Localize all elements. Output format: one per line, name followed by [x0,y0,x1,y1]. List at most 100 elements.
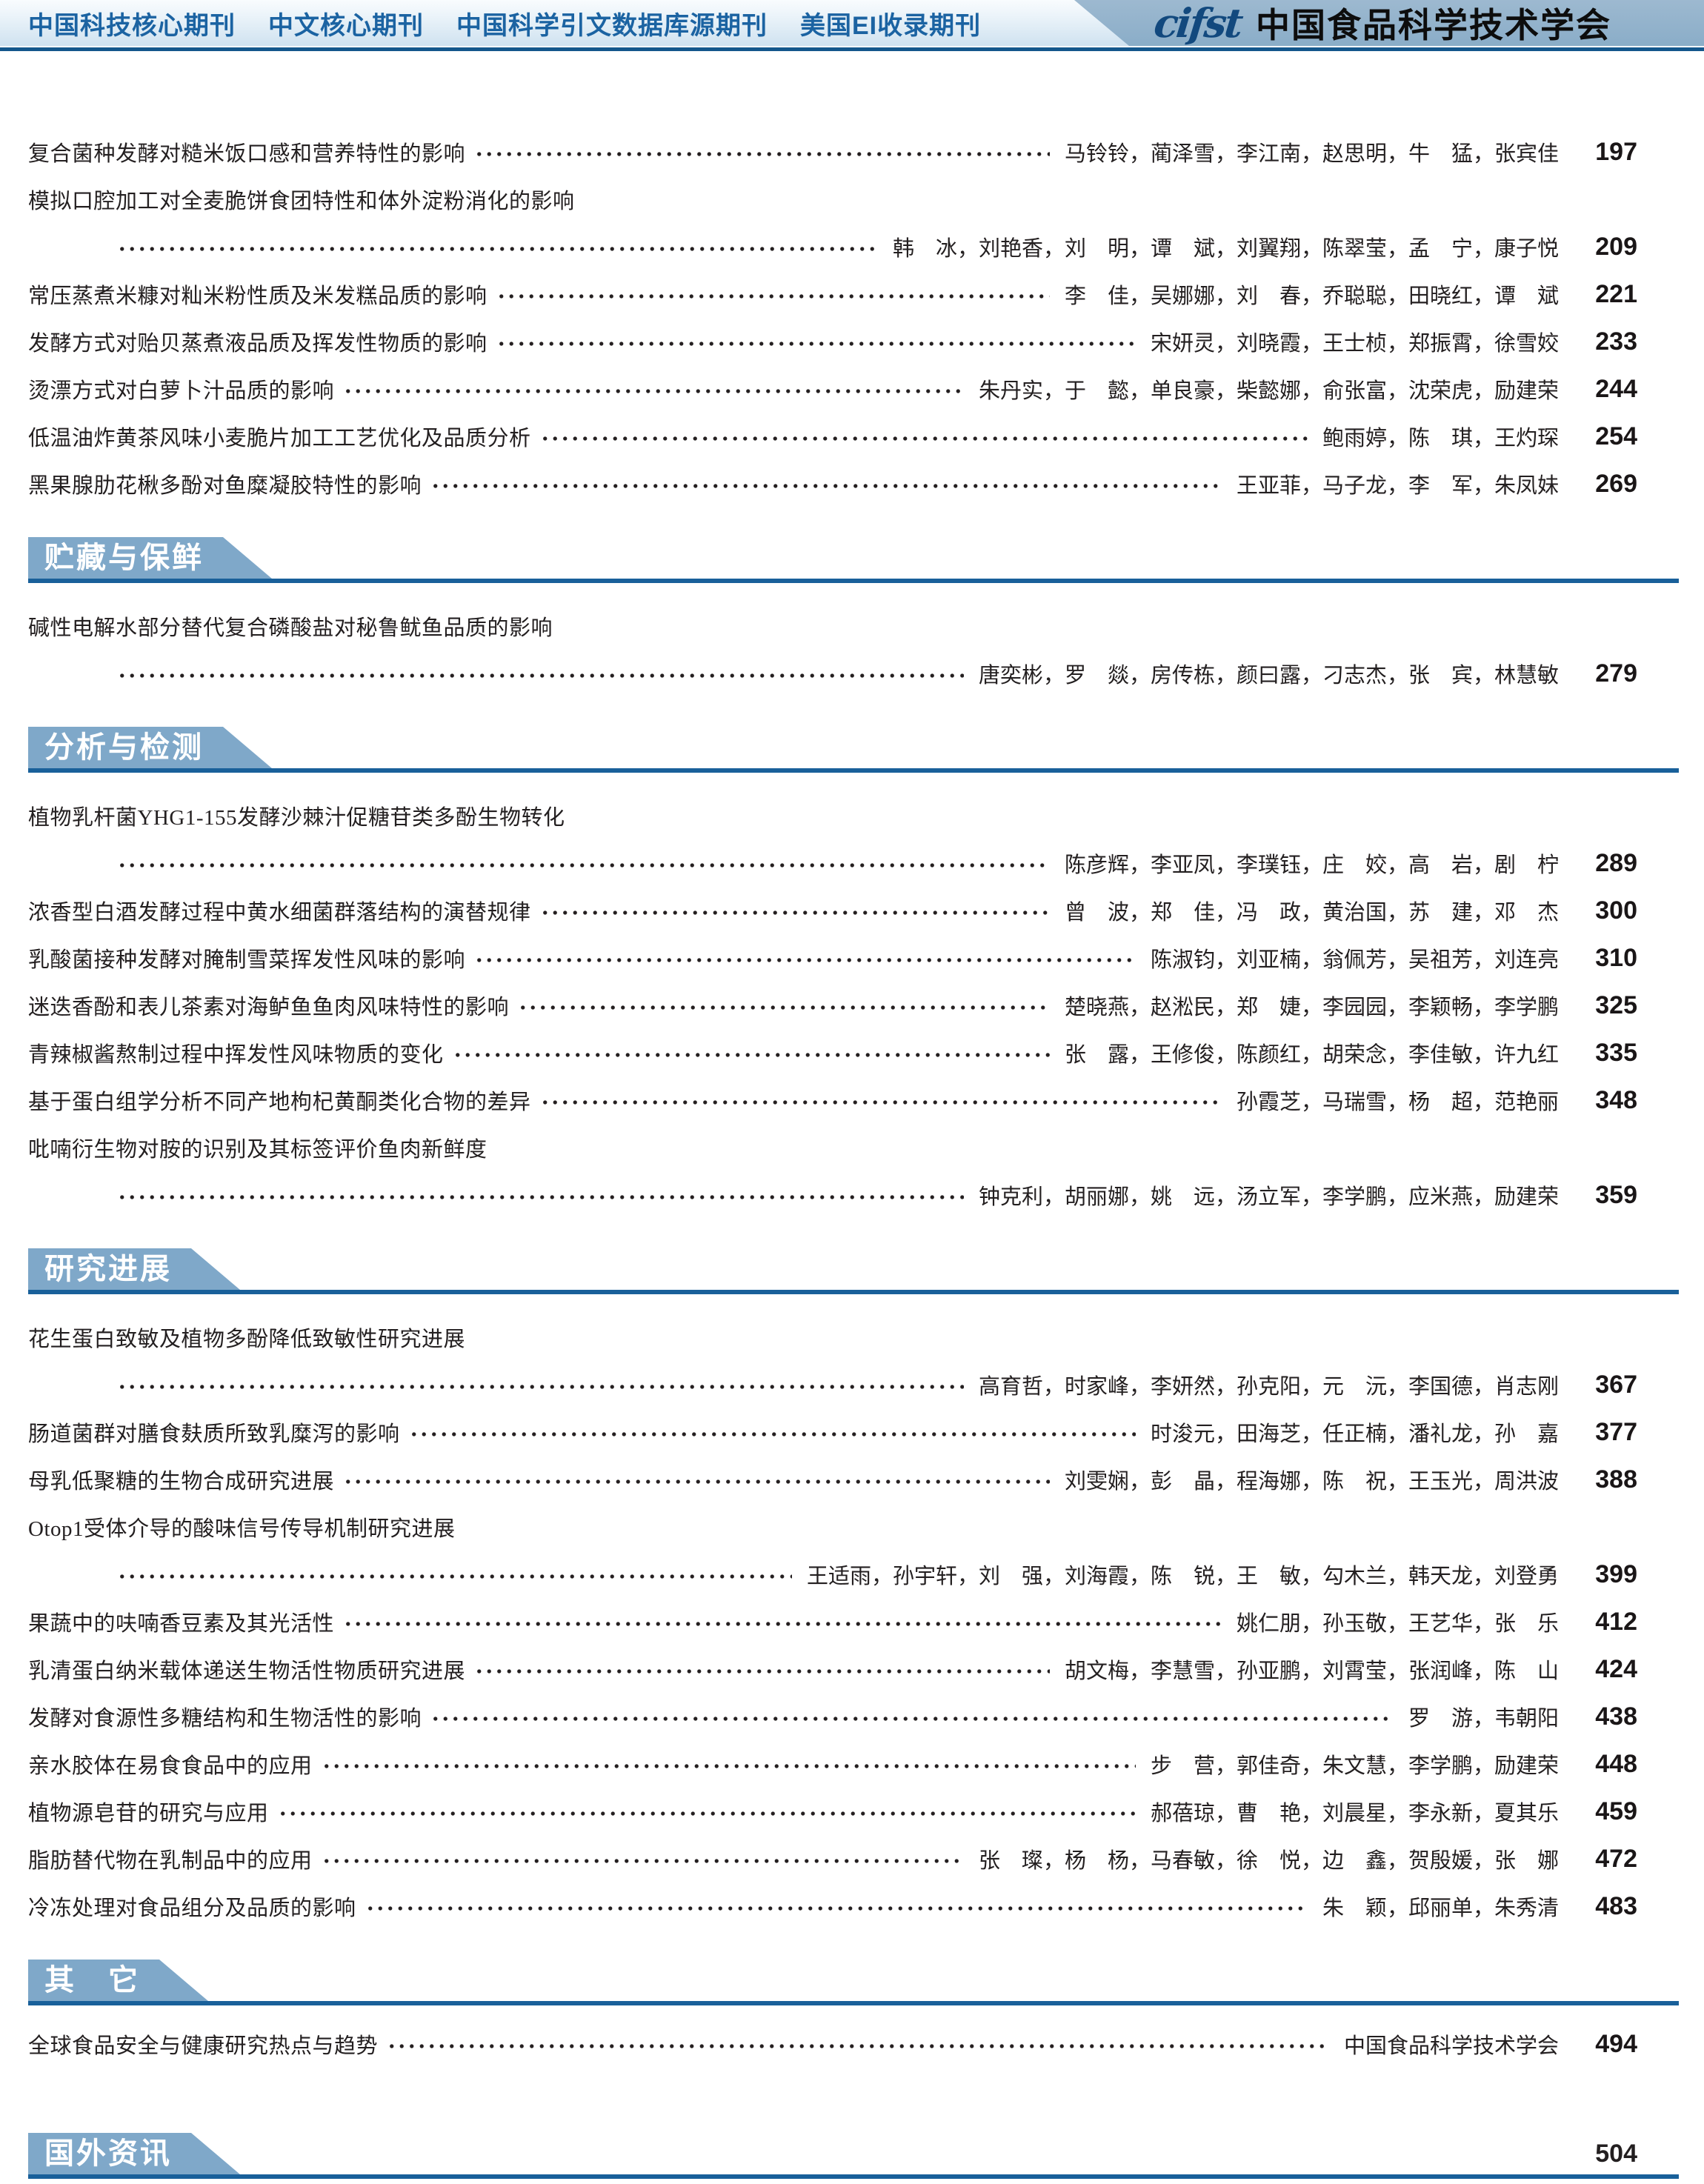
entry-title: 母乳低聚糖的生物合成研究进展 [28,1470,335,1494]
toc-entry: 黑果腺肋花楸多酚对鱼糜凝胶特性的影响 王亚菲，马子龙，李 军，朱凤妹 269 [28,460,1679,507]
toc-section: 贮藏与保鲜 碱性电解水部分替代复合磷酸盐对秘鲁鱿鱼品质的影响 唐奕彬，罗 燚，房… [28,537,1679,697]
entry-line: 肠道菌群对膳食麸质所致乳糜泻的影响 时浚元，田海芝，任正楠，潘礼龙，孙 嘉 37… [28,1408,1637,1456]
dot-leader [343,1478,1050,1485]
section-header-row: 贮藏与保鲜 [28,537,1679,579]
entry-line: 复合菌种发酵对糙米饭口感和营养特性的影响 马铃铃，蔺泽雪，李江南，赵思明，牛 猛… [28,128,1637,176]
entry-title: 乳酸菌接种发酵对腌制雪菜挥发性风味的影响 [28,948,466,972]
section-rule [28,768,1679,773]
dot-leader [539,909,1050,916]
entry-page: 424 [1595,1654,1637,1683]
toc-section: 其 它 全球食品安全与健康研究热点与趋势 中国食品科学技术学会 494 [28,1960,1679,2068]
section-entries: 复合菌种发酵对糙米饭口感和营养特性的影响 马铃铃，蔺泽雪，李江南，赵思明，牛 猛… [28,128,1679,507]
entry-title: 肠道菌群对膳食麸质所致乳糜泻的影响 [28,1422,400,1446]
entry-title-line: 植物乳杆菌YHG1-155发酵沙棘汁促糖苷类多酚生物转化 [28,792,1637,839]
entry-author-line: 钟克利，胡丽娜，姚 远，汤立军，李学鹏，应米燕，励建荣 359 [28,1171,1637,1219]
entry-author-line: 高育哲，时家峰，李妍然，孙克阳，元 沅，李国德，肖志刚 367 [28,1361,1637,1408]
entry-authors: 韩 冰，刘艳香，刘 明，谭 斌，刘翼翔，陈翠莹，孟 宁，康子悦 [892,237,1559,261]
entry-title: Otop1受体介导的酸味信号传导机制研究进展 [28,1517,456,1541]
entry-title-line: 花生蛋白致敏及植物多酚降低致敏性研究进展 [28,1314,1637,1361]
entry-authors: 张 璨，杨 杨，马春敏，徐 悦，边 鑫，贺殷媛，张 娜 [978,1849,1559,1873]
toc-entry: 浓香型白酒发酵过程中黄水细菌群落结构的演替规律 曾 波，郑 佳，冯 政，黄治国，… [28,887,1679,934]
entry-title: 迷迭香酚和表儿茶素对海鲈鱼鱼肉风味特性的影响 [28,996,510,1019]
entry-authors: 中国食品科学技术学会 [1343,2034,1559,2058]
society-name: 中国食品科学技术学会 [1255,7,1611,44]
section-entries: 全球食品安全与健康研究热点与趋势 中国食品科学技术学会 494 [28,2020,1679,2068]
entry-title: 浓香型白酒发酵过程中黄水细菌群落结构的演替规律 [28,901,531,925]
toc-section: 复合菌种发酵对糙米饭口感和营养特性的影响 马铃铃，蔺泽雪，李江南，赵思明，牛 猛… [28,128,1679,507]
toc-entry: 乳清蛋白纳米载体递送生物活性物质研究进展 胡文梅，李慧雪，孙亚鹏，刘霄莹，张润峰… [28,1645,1679,1693]
journal-badges: 中国科技核心期刊 中文核心期刊 中国科学引文数据库源期刊 美国EI收录期刊 [28,0,981,46]
entry-title: 亲水胶体在易食食品中的应用 [28,1754,313,1778]
entry-author-line: 韩 冰，刘艳香，刘 明，谭 斌，刘翼翔，陈翠莹，孟 宁，康子悦 209 [28,223,1637,270]
dot-leader [117,1383,964,1391]
entry-title: 青辣椒酱熬制过程中挥发性风味物质的变化 [28,1043,444,1067]
dot-leader [343,387,964,395]
entry-line: 常压蒸煮米糠对籼米粉性质及米发糕品质的影响 李 佳，吴娜娜，刘 春，乔聪聪，田晓… [28,270,1637,318]
dot-leader [321,1857,964,1865]
entry-line: 冷冻处理对食品组分及品质的影响 朱 颖，邱丽单，朱秀清 483 [28,1882,1637,1930]
entry-page: 348 [1595,1085,1637,1114]
dot-leader [117,862,1050,869]
dot-leader [474,1668,1050,1675]
entry-authors: 罗 游，韦朝阳 [1408,1707,1559,1731]
entry-page: 209 [1595,232,1637,261]
entry-title: 黑果腺肋花楸多酚对鱼糜凝胶特性的影响 [28,474,422,498]
toc-entry: 发酵方式对贻贝蒸煮液品质及挥发性物质的影响 宋妍灵，刘晓霞，王士桢，郑振霄，徐雪… [28,318,1679,365]
toc-section: 分析与检测 植物乳杆菌YHG1-155发酵沙棘汁促糖苷类多酚生物转化 陈彦辉，李… [28,727,1679,1219]
toc-entry: 母乳低聚糖的生物合成研究进展 刘雯娴，彭 晶，程海娜，陈 祝，王玉光，周洪波 3… [28,1456,1679,1503]
section-title: 研究进展 [44,1253,172,1285]
toc-entry: 肠道菌群对膳食麸质所致乳糜泻的影响 时浚元，田海芝，任正楠，潘礼龙，孙 嘉 37… [28,1408,1679,1456]
entry-authors: 姚仁朋，孙玉敬，王艺华，张 乐 [1236,1612,1559,1636]
section-entries: 植物乳杆菌YHG1-155发酵沙棘汁促糖苷类多酚生物转化 陈彦辉，李亚凤，李璞钰… [28,792,1679,1219]
entry-authors: 李 佳，吴娜娜，刘 春，乔聪聪，田晓红，谭 斌 [1064,284,1559,308]
section-entries: 花生蛋白致敏及植物多酚降低致敏性研究进展 高育哲，时家峰，李妍然，孙克阳，元 沅… [28,1314,1679,1930]
dot-leader [430,1715,1394,1722]
entry-page: 254 [1595,422,1637,450]
dot-leader [387,2042,1329,2050]
entry-author-line: 王适雨，孙宇轩，刘 强，刘海霞，陈 锐，王 敏，勾木兰，韩天龙，刘登勇 399 [28,1551,1637,1598]
entry-page: 494 [1595,2029,1637,2058]
toc-entry: 乳酸菌接种发酵对腌制雪菜挥发性风味的影响 陈淑钧，刘亚楠，翁佩芳，吴祖芳，刘连亮… [28,934,1679,982]
header-rule [0,47,1704,51]
section-entries: 碱性电解水部分替代复合磷酸盐对秘鲁鱿鱼品质的影响 唐奕彬，罗 燚，房传栋，颜曰露… [28,602,1679,697]
entry-authors: 朱丹实，于 懿，单良豪，柴懿娜，俞张富，沈荣虎，励建荣 [978,379,1559,403]
toc-section: 研究进展 花生蛋白致敏及植物多酚降低致敏性研究进展 高育哲，时家峰，李妍然，孙克… [28,1248,1679,1930]
entry-line: 果蔬中的呋喃香豆素及其光活性 姚仁朋，孙玉敬，王艺华，张 乐 412 [28,1598,1637,1645]
dot-leader [343,1620,1222,1628]
entry-author-line: 陈彦辉，李亚凤，李璞钰，庄 姣，高 岩，剧 柠 289 [28,839,1637,887]
entry-line: 植物源皂苷的研究与应用 郝蓓琼，曹 艳，刘晨星，李永新，夏其乐 459 [28,1788,1637,1835]
entry-title-line: 模拟口腔加工对全麦脆饼食团特性和体外淀粉消化的影响 [28,176,1637,223]
entry-title-line: Otop1受体介导的酸味信号传导机制研究进展 [28,1503,1637,1551]
toc-entry: 常压蒸煮米糠对籼米粉性质及米发糕品质的影响 李 佳，吴娜娜，刘 春，乔聪聪，田晓… [28,270,1679,318]
dot-leader [539,1099,1222,1106]
toc-entry: 碱性电解水部分替代复合磷酸盐对秘鲁鱿鱼品质的影响 唐奕彬，罗 燚，房传栋，颜曰露… [28,602,1679,697]
dot-leader [496,293,1050,300]
section-rule [28,1290,1679,1294]
section-header-row: 其 它 [28,1960,1679,2001]
entry-title: 脂肪替代物在乳制品中的应用 [28,1849,313,1873]
entry-authors: 钟克利，胡丽娜，姚 远，汤立军，李学鹏，应米燕，励建荣 [978,1185,1559,1209]
entry-line: 黑果腺肋花楸多酚对鱼糜凝胶特性的影响 王亚菲，马子龙，李 军，朱凤妹 269 [28,460,1637,507]
dot-leader [408,1431,1136,1438]
dot-leader [539,435,1308,442]
dot-leader [452,1051,1050,1059]
section-tab: 研究进展 [28,1248,240,1290]
entry-line: 脂肪替代物在乳制品中的应用 张 璨，杨 杨，马春敏，徐 悦，边 鑫，贺殷媛，张 … [28,1835,1637,1882]
section-title: 贮藏与保鲜 [44,542,204,574]
entry-authors: 刘雯娴，彭 晶，程海娜，陈 祝，王玉光，周洪波 [1064,1470,1559,1494]
badge-cscd-source-journal: 中国科学引文数据库源期刊 [456,11,768,40]
entry-authors: 陈彦辉，李亚凤，李璞钰，庄 姣，高 岩，剧 柠 [1064,853,1559,877]
entry-title: 植物乳杆菌YHG1-155发酵沙棘汁促糖苷类多酚生物转化 [28,806,565,830]
entry-page: 448 [1595,1749,1637,1778]
entry-title: 常压蒸煮米糠对籼米粉性质及米发糕品质的影响 [28,284,487,308]
section-title: 国外资讯 [44,2137,172,2170]
toc-entry: 亲水胶体在易食食品中的应用 步 营，郭佳奇，朱文慧，李学鹏，励建荣 448 [28,1740,1679,1788]
cifst-logo: cifst [1151,0,1244,47]
entry-line: 基于蛋白组学分析不同产地枸杞黄酮类化合物的差异 孙霞芝，马瑞雪，杨 超，范艳丽 … [28,1076,1637,1124]
entry-title: 模拟口腔加工对全麦脆饼食团特性和体外淀粉消化的影响 [28,190,575,213]
toc-entry: 全球食品安全与健康研究热点与趋势 中国食品科学技术学会 494 [28,2020,1679,2068]
section-title: 其 它 [44,1964,140,1997]
entry-authors: 宋妍灵，刘晓霞，王士桢，郑振霄，徐雪姣 [1150,332,1559,356]
section-header-row: 国外资讯 504 [28,2133,1679,2174]
entry-title: 复合菌种发酵对糙米饭口感和营养特性的影响 [28,142,466,166]
